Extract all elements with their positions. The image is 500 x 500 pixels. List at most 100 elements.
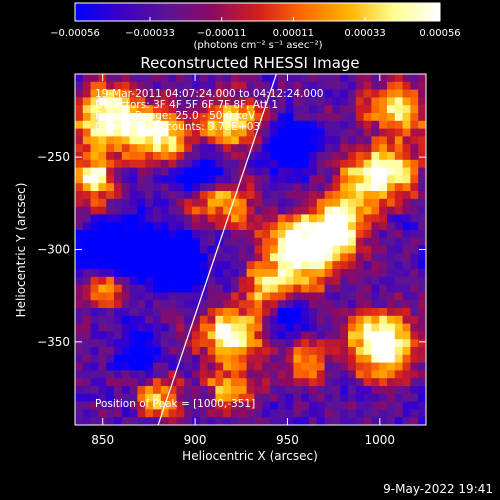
heatmap-cell <box>387 378 396 387</box>
heatmap-cell <box>215 409 224 418</box>
heatmap-cell <box>106 370 115 379</box>
heatmap-cell <box>82 362 91 371</box>
heatmap-cell <box>129 144 138 153</box>
heatmap-cell <box>293 331 302 340</box>
heatmap-cell <box>145 417 154 425</box>
heatmap-cell <box>176 237 185 246</box>
heatmap-cell <box>192 323 201 332</box>
heatmap-cell <box>98 253 107 262</box>
heatmap-cell <box>223 378 232 387</box>
heatmap-cell <box>207 331 216 340</box>
heatmap-cell <box>75 292 84 301</box>
heatmap-cell <box>371 237 380 246</box>
heatmap-cell <box>316 191 325 200</box>
heatmap-cell <box>355 89 364 98</box>
heatmap-cell <box>98 292 107 301</box>
heatmap-cell <box>184 386 193 395</box>
heatmap-cell <box>192 105 201 114</box>
heatmap-cell <box>207 417 216 425</box>
heatmap-cell <box>129 214 138 223</box>
heatmap-cell <box>90 370 99 379</box>
heatmap-cell <box>231 331 240 340</box>
heatmap-cell <box>168 89 177 98</box>
heatmap-cell <box>332 230 341 239</box>
heatmap-cell <box>301 230 310 239</box>
heatmap-cell <box>262 315 271 324</box>
heatmap-cell <box>363 152 372 161</box>
heatmap-cell <box>207 144 216 153</box>
heatmap-cell <box>410 308 419 317</box>
heatmap-cell <box>168 152 177 161</box>
heatmap-cell <box>262 354 271 363</box>
heatmap-cell <box>82 198 91 207</box>
heatmap-cell <box>98 175 107 184</box>
heatmap-cell <box>121 245 130 254</box>
heatmap-cell <box>75 214 84 223</box>
heatmap-cell <box>293 308 302 317</box>
heatmap-cell <box>223 152 232 161</box>
heatmap-cell <box>316 276 325 285</box>
heatmap-cell <box>371 81 380 90</box>
heatmap-cell <box>285 339 294 348</box>
heatmap-cell <box>98 300 107 309</box>
heatmap-cell <box>82 152 91 161</box>
heatmap-cell <box>394 198 403 207</box>
heatmap-cell <box>98 144 107 153</box>
heatmap-cell <box>137 300 146 309</box>
heatmap-cell <box>254 417 263 425</box>
heatmap-cell <box>82 308 91 317</box>
heatmap-cell <box>246 89 255 98</box>
heatmap-cell <box>332 276 341 285</box>
heatmap-cell <box>293 370 302 379</box>
heatmap-cell <box>270 120 279 129</box>
heatmap-cell <box>293 245 302 254</box>
heatmap-cell <box>340 89 349 98</box>
heatmap-cell <box>270 308 279 317</box>
heatmap-cell <box>410 128 419 137</box>
heatmap-cell <box>231 175 240 184</box>
heatmap-cell <box>316 105 325 114</box>
heatmap-cell <box>75 409 84 418</box>
heatmap-cell <box>332 214 341 223</box>
heatmap-cell <box>277 97 286 106</box>
heatmap-cell <box>324 253 333 262</box>
heatmap-cell <box>387 105 396 114</box>
heatmap-cell <box>176 417 185 425</box>
heatmap-cell <box>355 214 364 223</box>
heatmap-cell <box>168 97 177 106</box>
heatmap-cell <box>348 261 357 270</box>
heatmap-cell <box>145 245 154 254</box>
heatmap-cell <box>106 331 115 340</box>
heatmap-cell <box>309 230 318 239</box>
heatmap-cell <box>410 409 419 418</box>
heatmap-cell <box>168 81 177 90</box>
heatmap-cell <box>394 136 403 145</box>
heatmap-cell <box>410 292 419 301</box>
heatmap-cell <box>285 105 294 114</box>
heatmap-cell <box>332 136 341 145</box>
heatmap-cell <box>355 339 364 348</box>
heatmap-cell <box>223 183 232 192</box>
heatmap-cell <box>410 417 419 425</box>
heatmap-cell <box>340 284 349 293</box>
heatmap-cell <box>379 206 388 215</box>
heatmap-cell <box>75 97 84 106</box>
heatmap-cell <box>98 167 107 176</box>
heatmap-cell <box>418 331 426 340</box>
heatmap-cell <box>121 393 130 402</box>
heatmap-cell <box>90 245 99 254</box>
heatmap-cell <box>160 354 169 363</box>
heatmap-cell <box>285 152 294 161</box>
heatmap-cell <box>98 276 107 285</box>
heatmap-cell <box>254 354 263 363</box>
heatmap-cell <box>82 253 91 262</box>
heatmap-cell <box>168 198 177 207</box>
heatmap-cell <box>293 261 302 270</box>
heatmap-cell <box>262 120 271 129</box>
heatmap-cell <box>129 253 138 262</box>
heatmap-cell <box>215 128 224 137</box>
heatmap-cell <box>402 261 411 270</box>
heatmap-cell <box>394 339 403 348</box>
heatmap-cell <box>277 74 286 83</box>
heatmap-cell <box>387 300 396 309</box>
